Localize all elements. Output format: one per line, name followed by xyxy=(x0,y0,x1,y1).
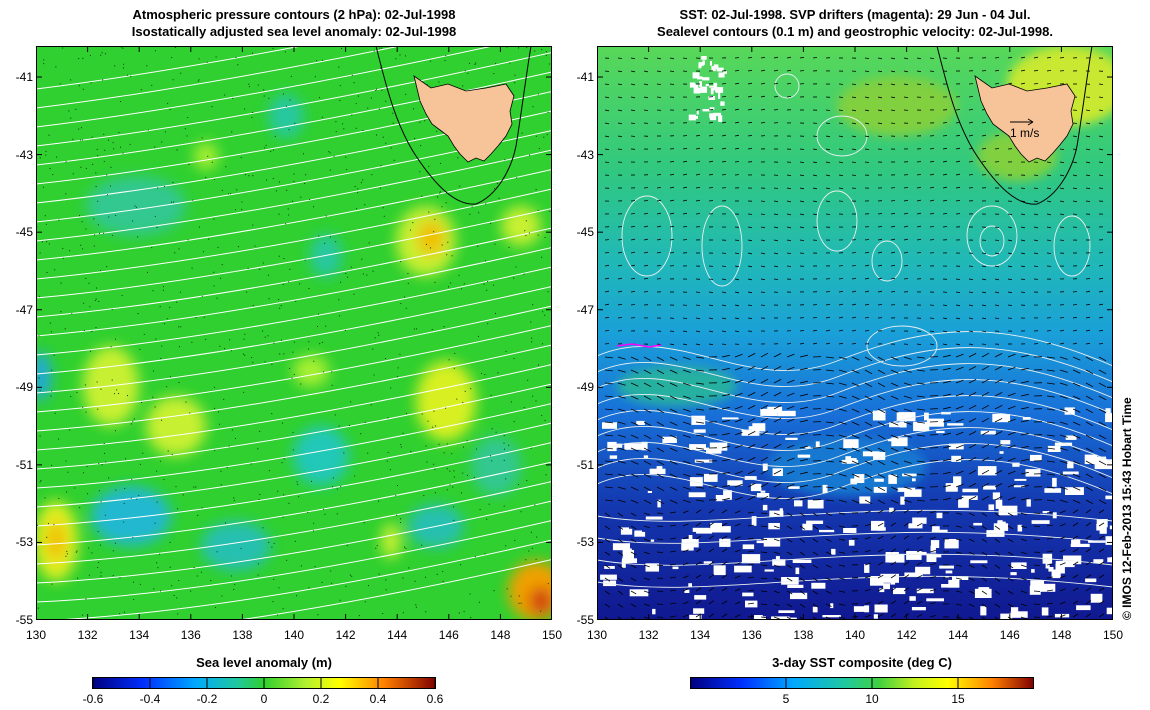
lat-tick-label: -43 xyxy=(15,147,33,162)
lat-tick-label: -45 xyxy=(576,225,594,240)
left-title: Atmospheric pressure contours (2 hPa): 0… xyxy=(36,6,552,40)
lon-tick-label: 136 xyxy=(180,628,201,642)
velocity-scale-arrow xyxy=(1010,118,1034,126)
cloud-mask xyxy=(600,56,1113,620)
sla-dots xyxy=(36,46,552,620)
colorbar-tick-label: 0.2 xyxy=(312,692,330,706)
lat-tick-label: -49 xyxy=(576,380,594,395)
right-colorbar-label: 3-day SST composite (deg C) xyxy=(772,655,952,670)
lon-tick-label: 138 xyxy=(793,628,814,642)
drifter-track xyxy=(616,343,662,348)
tasmania-land xyxy=(413,75,515,163)
lat-tick-label: -45 xyxy=(15,225,33,240)
velocity-scale-label: 1 m/s xyxy=(1010,126,1039,140)
right-axes-ticks xyxy=(597,46,1113,620)
right-colorbar xyxy=(690,677,1034,689)
lon-tick-label: 146 xyxy=(438,628,459,642)
left-title-line1: Atmospheric pressure contours (2 hPa): 0… xyxy=(132,7,456,22)
sst-map: 1 m/s xyxy=(597,46,1113,620)
colorbar-tick-label: 0 xyxy=(260,692,268,706)
lon-tick-label: 150 xyxy=(541,628,563,642)
lon-tick-label: 150 xyxy=(1102,628,1124,642)
lon-tick-label: 142 xyxy=(335,628,356,642)
colorbar-tick-label: 5 xyxy=(782,692,790,706)
lat-tick-label: -55 xyxy=(15,613,33,627)
lon-tick-label: 130 xyxy=(586,628,608,642)
lat-tick-label: -53 xyxy=(576,535,594,550)
left-colorbar xyxy=(92,677,436,689)
right-title-line1: SST: 02-Jul-1998. SVP drifters (magenta)… xyxy=(679,7,1031,22)
tasmania-land-sst xyxy=(974,75,1076,163)
copyright-credit: © IMOS 12-Feb-2013 15:43 Hobart Time xyxy=(1120,397,1134,620)
colorbar-tick-label: -0.4 xyxy=(139,692,161,706)
lon-tick-label: 136 xyxy=(741,628,762,642)
left-colorbar-label: Sea level anomaly (m) xyxy=(196,655,332,670)
lon-tick-label: 148 xyxy=(1051,628,1072,642)
shelf-contour-sst xyxy=(936,46,1093,205)
colorbar-tick-label: -0.6 xyxy=(82,692,104,706)
lon-tick-label: 138 xyxy=(232,628,253,642)
colorbar-tick-label: 0.4 xyxy=(369,692,387,706)
lat-tick-label: -47 xyxy=(15,302,33,317)
left-axes-ticks xyxy=(36,46,552,620)
lon-tick-label: 140 xyxy=(283,628,305,642)
colorbar-tick-label: 0.6 xyxy=(426,692,444,706)
lon-tick-label: 146 xyxy=(999,628,1020,642)
lat-tick-label: -53 xyxy=(15,535,33,550)
colorbar-tick-label: -0.2 xyxy=(196,692,218,706)
colorbar-tick-label: 15 xyxy=(951,692,965,706)
lon-tick-label: 144 xyxy=(387,628,408,642)
sla-map xyxy=(36,46,552,620)
lat-tick-label: -51 xyxy=(576,457,594,472)
lat-tick-label: -41 xyxy=(576,70,594,85)
lon-tick-label: 132 xyxy=(77,628,98,642)
lat-tick-label: -51 xyxy=(15,457,33,472)
lat-tick-label: -55 xyxy=(576,613,594,627)
lat-tick-label: -41 xyxy=(15,70,33,85)
lon-tick-label: 130 xyxy=(25,628,47,642)
right-title-line2: Sealevel contours (0.1 m) and geostrophi… xyxy=(657,24,1053,39)
right-title: SST: 02-Jul-1998. SVP drifters (magenta)… xyxy=(597,6,1113,40)
left-title-line2: Isostatically adjusted sea level anomaly… xyxy=(131,24,457,39)
lat-tick-label: -49 xyxy=(15,380,33,395)
colorbar-tick-label: 10 xyxy=(865,692,879,706)
lon-tick-label: 144 xyxy=(948,628,969,642)
lon-tick-label: 132 xyxy=(638,628,659,642)
lon-tick-label: 140 xyxy=(844,628,866,642)
lat-tick-label: -47 xyxy=(576,302,594,317)
lon-tick-label: 142 xyxy=(896,628,917,642)
velocity-vectors xyxy=(604,56,1113,620)
lon-tick-label: 134 xyxy=(129,628,150,642)
lon-tick-label: 148 xyxy=(490,628,511,642)
lon-tick-label: 134 xyxy=(690,628,711,642)
shelf-contour xyxy=(375,46,532,205)
lat-tick-label: -43 xyxy=(576,147,594,162)
